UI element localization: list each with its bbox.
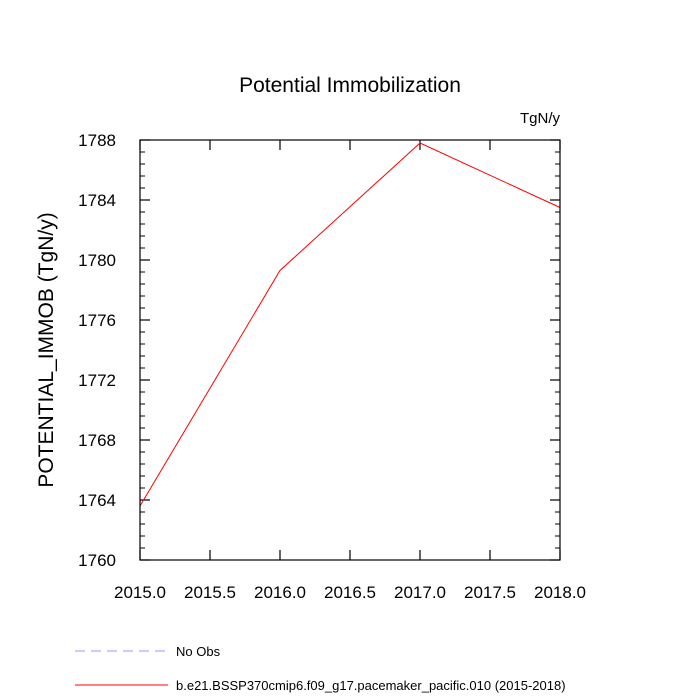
units-label: TgN/y bbox=[520, 110, 561, 127]
series-line bbox=[139, 142, 561, 507]
x-tick-label: 2015.0 bbox=[114, 583, 166, 602]
legend-label-no-obs: No Obs bbox=[176, 644, 221, 659]
y-tick-label: 1784 bbox=[78, 191, 116, 210]
x-tick-label: 2016.5 bbox=[324, 583, 376, 602]
y-axis-label: POTENTIAL_IMMOB (TgN/y) bbox=[35, 212, 58, 487]
y-tick-label: 1788 bbox=[78, 131, 116, 150]
x-tick-label: 2015.5 bbox=[184, 583, 236, 602]
plot-frame bbox=[139, 139, 561, 561]
x-tick-label: 2018.0 bbox=[534, 583, 586, 602]
legend-label-model-run: b.e21.BSSP370cmip6.f09_g17.pacemaker_pac… bbox=[176, 678, 566, 693]
x-tick-label: 2017.5 bbox=[464, 583, 516, 602]
y-tick-label: 1764 bbox=[78, 491, 116, 510]
y-tick-label: 1768 bbox=[78, 431, 116, 450]
x-tick-label: 2016.0 bbox=[254, 583, 306, 602]
major-ticks bbox=[139, 139, 561, 561]
x-tick-labels: 2015.0 2015.5 2016.0 2016.5 2017.0 2017.5 2018… bbox=[114, 583, 586, 602]
y-tick-label: 1780 bbox=[78, 251, 116, 270]
minor-ticks bbox=[140, 151, 560, 549]
y-tick-label: 1760 bbox=[78, 551, 116, 570]
legend: No Obs b.e21.BSSP370cmip6.f09_g17.pacema… bbox=[75, 644, 566, 693]
x-tick-label: 2017.0 bbox=[394, 583, 446, 602]
series-lines bbox=[139, 142, 561, 507]
y-tick-label: 1772 bbox=[78, 371, 116, 390]
y-tick-label: 1776 bbox=[78, 311, 116, 330]
y-tick-labels: 1760 1764 1768 1772 1776 1780 1784 1788 bbox=[78, 131, 116, 570]
chart-title: Potential Immobilization bbox=[239, 74, 461, 97]
